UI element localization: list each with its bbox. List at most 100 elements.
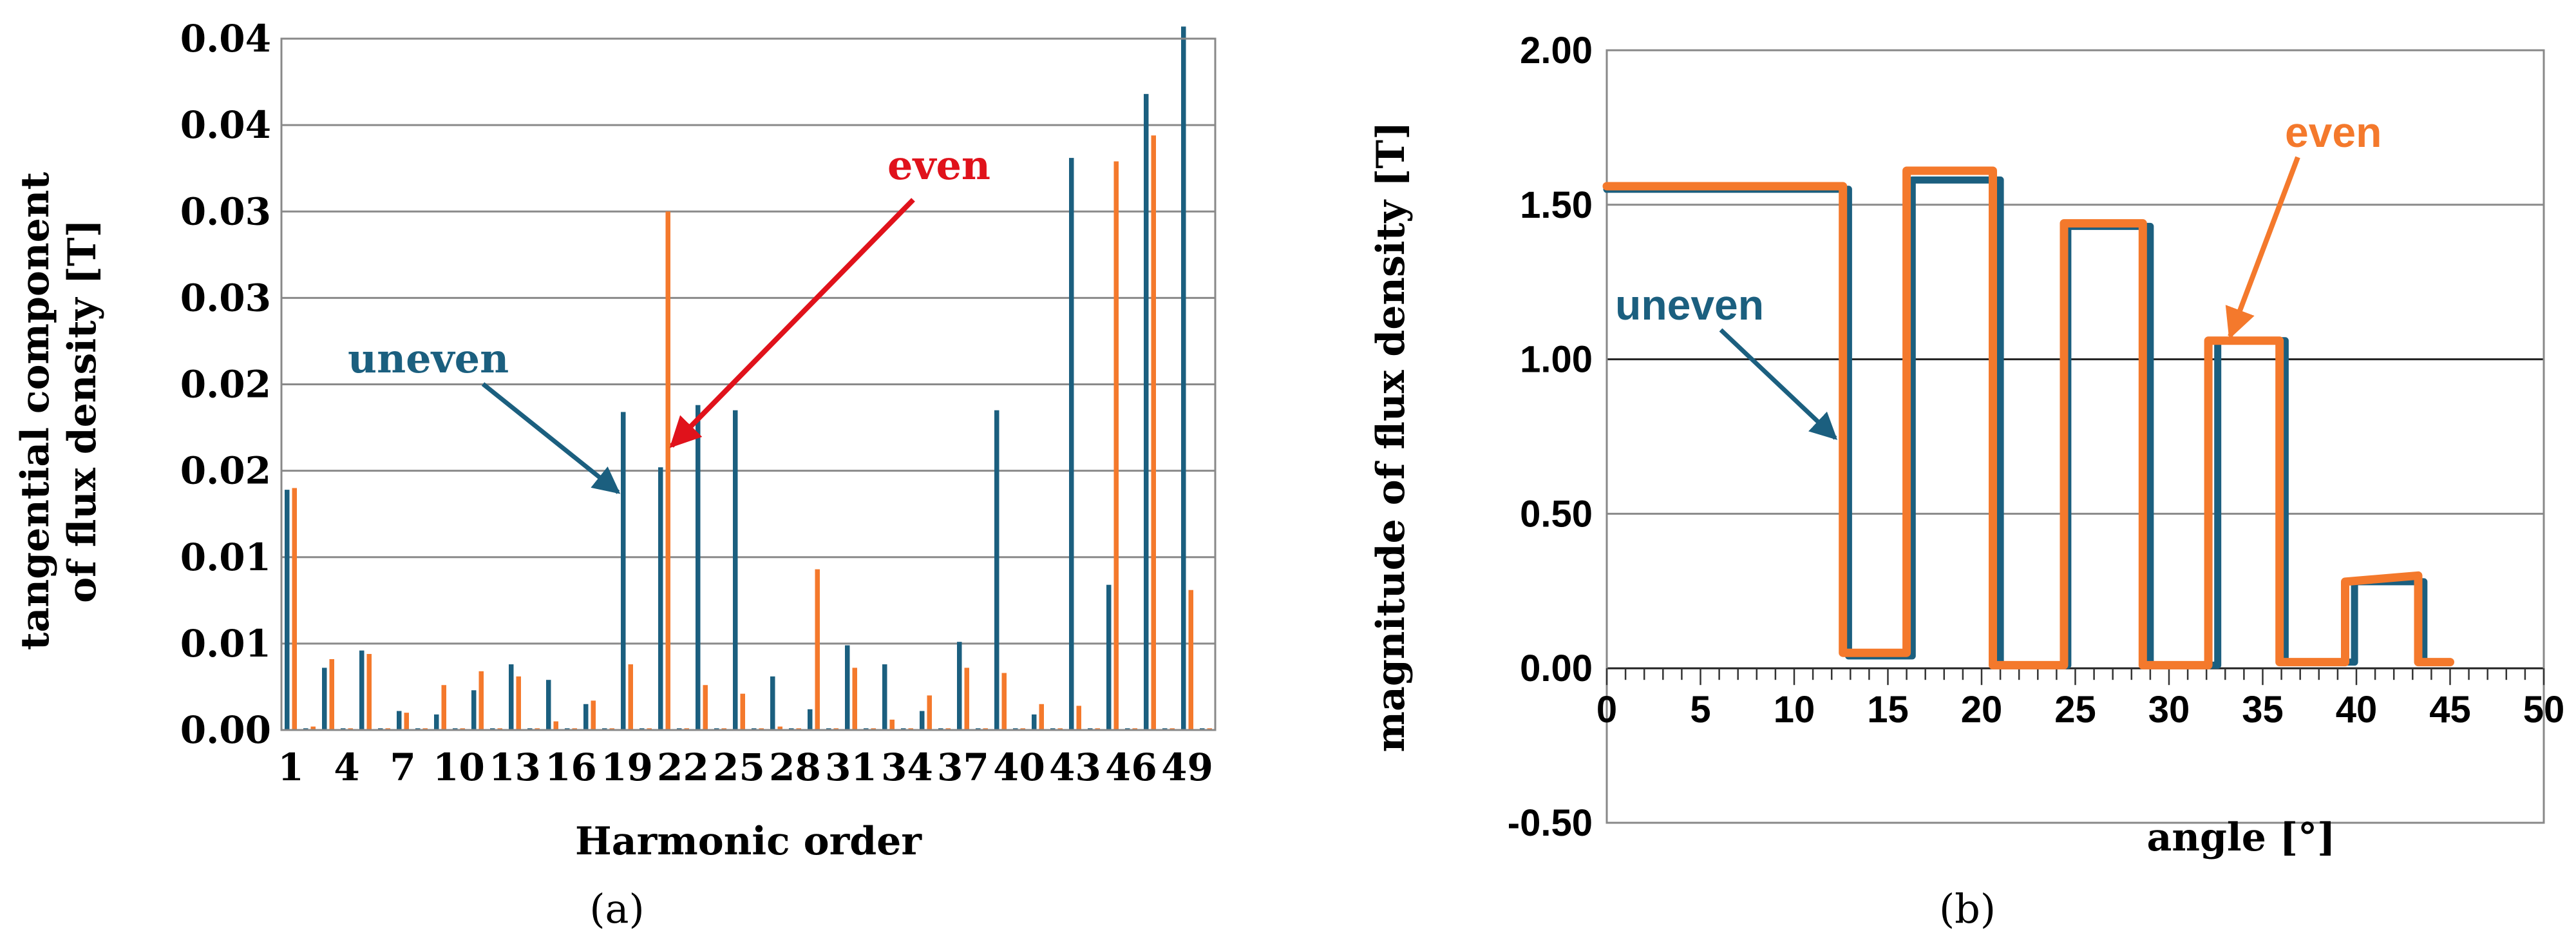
bar-even-45	[1113, 161, 1119, 730]
bar-even-9	[441, 685, 446, 730]
chart-b-y-tick-label: 0.00	[1520, 648, 1593, 689]
bar-even-29	[815, 569, 820, 730]
chart-a-y-tick-label: 0.01	[180, 535, 271, 579]
bar-uneven-3	[322, 668, 327, 730]
chart-a-y-tick-label: 0.04	[180, 17, 271, 61]
bar-even-31	[852, 668, 857, 730]
annotation-uneven-a: uneven	[348, 335, 509, 382]
chart-b-x-tick-label: 0	[1596, 689, 1617, 731]
annotation-even-a-arrow	[669, 198, 915, 448]
chart-b-x-tick-label: 30	[2148, 689, 2190, 731]
chart-b-y-tick-label: 2.00	[1520, 30, 1593, 72]
bar-even-1	[292, 488, 297, 730]
bar-even-25	[740, 693, 745, 730]
annotation-even-a: even	[887, 142, 990, 189]
chart-a-x-tick-label: 40	[993, 745, 1045, 789]
bar-uneven-25	[733, 410, 738, 730]
chart-a-y-tick-label: 0.00	[180, 708, 271, 752]
bar-even-15	[553, 721, 558, 730]
bar-even-11	[478, 671, 484, 730]
bar-uneven-47	[1144, 93, 1149, 731]
chart-a-xlabel: Harmonic order	[575, 819, 922, 864]
bar-uneven-23	[696, 405, 701, 730]
chart-a-x-tick-label: 13	[489, 745, 541, 789]
bar-uneven-33	[882, 664, 887, 730]
annotation-uneven-a-arrow	[481, 382, 621, 494]
bar-even-37	[964, 668, 969, 730]
bar-even-5	[366, 653, 372, 730]
chart-a-x-tick-label: 7	[390, 745, 415, 789]
chart-b-series-lines	[1602, 166, 2454, 669]
bar-uneven-5	[359, 650, 365, 730]
chart-b-y-tick-label: 1.00	[1520, 339, 1593, 381]
chart-a-y-tick-label: 0.03	[180, 276, 271, 320]
chart-a-x-tick-label: 22	[657, 745, 709, 789]
bar-uneven-15	[546, 680, 551, 730]
chart-a-bars	[285, 26, 1212, 731]
bar-uneven-45	[1106, 584, 1112, 730]
chart-b-x-tick-label: 40	[2336, 689, 2378, 731]
bar-uneven-13	[509, 664, 514, 730]
bar-even-27	[777, 726, 782, 730]
bar-even-13	[516, 676, 521, 730]
chart-a-panel-label: (a)	[589, 885, 644, 932]
bar-even-17	[591, 700, 596, 730]
bar-even-2	[310, 726, 316, 730]
bar-uneven-29	[808, 709, 813, 730]
annotation-uneven-b: uneven	[1615, 281, 1764, 329]
bar-uneven-35	[920, 711, 925, 730]
chart-a-x-tick-label: 49	[1161, 745, 1213, 789]
bar-uneven-17	[583, 704, 589, 730]
bar-uneven-37	[957, 642, 962, 730]
bar-uneven-41	[1032, 714, 1037, 730]
chart-a-y-tick-label: 0.01	[180, 622, 271, 666]
bar-even-47	[1151, 135, 1156, 731]
bar-uneven-19	[621, 412, 626, 730]
chart-a-ylabel-line1: tangential component	[13, 172, 58, 650]
chart-b-y-tick-label: 1.50	[1520, 184, 1593, 226]
chart-a-y-tick-label: 0.03	[180, 189, 271, 233]
bar-even-3	[329, 659, 334, 730]
bar-even-21	[665, 211, 670, 730]
chart-b-x-tick-label: 25	[2054, 689, 2096, 731]
chart-a-x-tick-label: 25	[713, 745, 765, 789]
bar-uneven-7	[397, 711, 402, 730]
chart-a-x-tick-label: 16	[545, 745, 597, 789]
chart-b-x-tick-label: 50	[2523, 689, 2565, 731]
bar-even-23	[703, 685, 708, 730]
chart-a-plot-frame	[280, 37, 1217, 731]
chart-a-y-tick-label: 0.02	[180, 363, 271, 407]
bar-even-33	[889, 719, 895, 730]
chart-b-ylabel: magnitude of flux density [T]	[1368, 122, 1414, 753]
chart-a-x-tick-label: 4	[334, 745, 359, 789]
bar-even-49	[1188, 590, 1193, 730]
chart-a-x-tick-label: 43	[1049, 745, 1101, 789]
chart-b-x-tick-label: 5	[1690, 689, 1710, 731]
chart-a-x-tick-label: 1	[278, 745, 303, 789]
chart-b-panel-label: (b)	[1939, 885, 1996, 932]
chart-b-minor-ticks	[1605, 668, 2545, 686]
bar-uneven-31	[845, 645, 850, 730]
chart-a-x-tick-label: 46	[1105, 745, 1157, 789]
chart-a-y-tick-labels: 0.00 0.01 0.01 0.02 0.02 0.03 0.03 0.04 0.04	[180, 17, 271, 752]
chart-a-x-tick-label: 19	[601, 745, 653, 789]
bar-even-39	[1001, 673, 1007, 730]
series-line-uneven	[1603, 176, 2454, 669]
bar-uneven-43	[1069, 158, 1074, 730]
chart-b-x-tick-label: 20	[1961, 689, 2003, 731]
bar-uneven-21	[658, 467, 663, 730]
chart-a-gridlines	[281, 124, 1215, 645]
chart-b-xlabel: angle [°]	[2146, 815, 2335, 860]
bar-even-19	[628, 664, 633, 730]
chart-a-x-tick-label: 31	[825, 745, 877, 789]
chart-b-x-tick-label: 10	[1774, 689, 1815, 731]
bar-uneven-1	[285, 490, 290, 730]
chart-b-y-tick-label: 0.50	[1520, 493, 1593, 535]
chart-b-y-tick-label: -0.50	[1508, 802, 1593, 844]
chart-a-y-tick-label: 0.04	[180, 103, 271, 147]
chart-b-x-tick-label: 35	[2242, 689, 2284, 731]
bar-uneven-49	[1181, 26, 1186, 730]
chart-a-y-tick-label: 0.02	[180, 449, 271, 493]
bar-uneven-9	[434, 714, 439, 730]
